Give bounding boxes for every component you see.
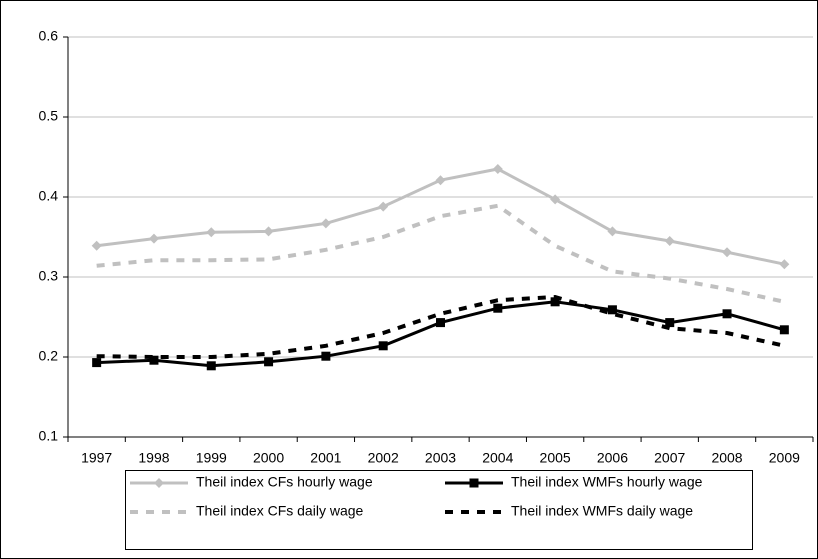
marker — [435, 175, 446, 186]
legend-box — [125, 470, 753, 550]
x-tick-label: 2008 — [711, 450, 742, 466]
y-tick-label: 0.5 — [39, 108, 59, 124]
y-tick-label: 0.3 — [39, 268, 59, 284]
marker — [469, 478, 479, 488]
marker — [493, 303, 503, 313]
x-tick-label: 2002 — [368, 450, 399, 466]
marker — [206, 361, 216, 371]
x-tick-label: 1997 — [81, 450, 112, 466]
y-tick-label: 0.4 — [39, 188, 59, 204]
marker — [264, 357, 274, 367]
x-tick-label: 2007 — [654, 450, 685, 466]
marker — [607, 305, 617, 315]
legend-label: Theil index CFs hourly wage — [196, 474, 373, 490]
x-tick-label: 2009 — [769, 450, 800, 466]
marker — [436, 318, 445, 328]
marker — [263, 226, 274, 237]
marker — [92, 358, 102, 368]
x-tick-label: 1998 — [138, 450, 169, 466]
marker — [378, 201, 389, 212]
x-tick-label: 2000 — [253, 450, 284, 466]
x-tick-label: 2003 — [425, 450, 456, 466]
marker — [550, 194, 561, 205]
marker — [779, 325, 789, 335]
marker — [206, 227, 217, 238]
x-tick-label: 2001 — [310, 450, 341, 466]
marker — [779, 259, 790, 270]
marker — [492, 164, 503, 174]
marker — [91, 240, 102, 251]
legend-label: Theil index WMFs hourly wage — [511, 474, 703, 490]
x-tick-label: 1999 — [196, 450, 227, 466]
marker — [378, 341, 388, 351]
legend-label: Theil index CFs daily wage — [196, 503, 364, 519]
marker — [154, 478, 164, 488]
marker — [550, 297, 560, 307]
marker — [664, 236, 675, 246]
y-tick-label: 0.2 — [39, 348, 59, 364]
y-tick-label: 0.6 — [39, 28, 59, 44]
x-tick-label: 2004 — [482, 450, 513, 466]
series-line — [96, 203, 785, 304]
legend-label: Theil index WMFs daily wage — [511, 503, 693, 519]
y-tick-label: 0.1 — [39, 428, 59, 444]
marker — [149, 355, 159, 365]
marker — [321, 351, 331, 361]
marker — [320, 218, 331, 229]
x-tick-label: 2005 — [540, 450, 571, 466]
marker — [722, 309, 732, 319]
marker — [148, 233, 159, 244]
marker — [607, 226, 618, 237]
marker — [665, 318, 675, 328]
series-line — [96, 294, 785, 359]
marker — [722, 247, 733, 258]
x-tick-label: 2006 — [597, 450, 628, 466]
